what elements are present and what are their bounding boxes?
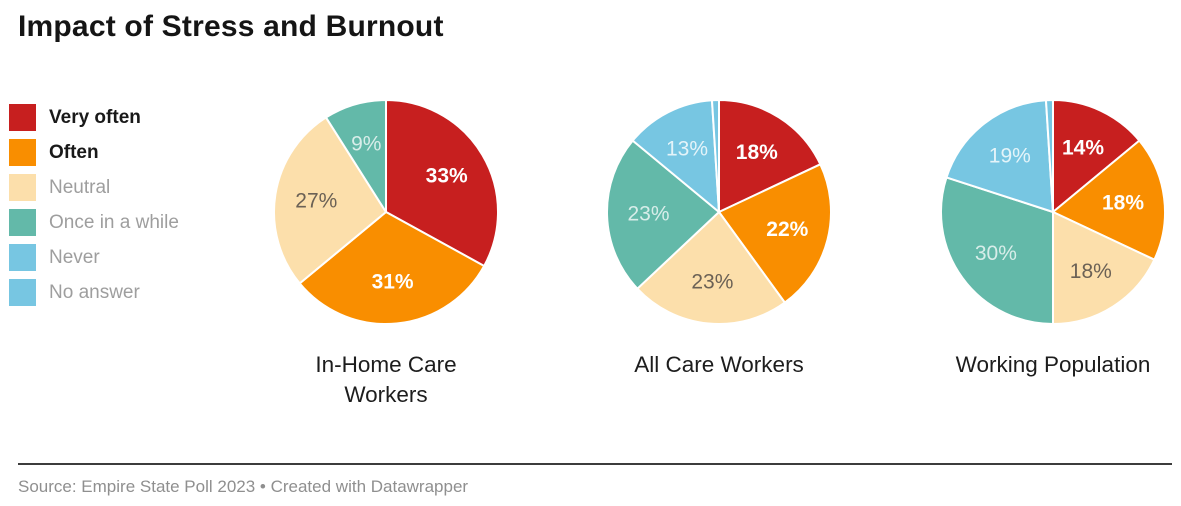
pie-value-label-neutral: 27% <box>295 190 337 213</box>
pie-slice-once-in-a-while <box>606 139 720 290</box>
pie-slice-very-often <box>385 99 499 267</box>
legend-label: Often <box>49 141 99 163</box>
pie-value-label-once-in-a-while: 9% <box>351 133 381 156</box>
legend-label: Never <box>49 246 100 268</box>
legend-item-neutral: Neutral <box>9 174 179 201</box>
legend-swatch-very-often <box>9 104 36 131</box>
pie-value-label-very-often: 33% <box>426 165 468 188</box>
pie-value-label-neutral: 23% <box>691 271 733 294</box>
pie-slice-very-often <box>1052 99 1141 213</box>
pie-value-label-often: 31% <box>372 271 414 294</box>
pie-caption-all-care-workers: All Care Workers <box>599 350 839 380</box>
legend-item-no-answer: No answer <box>9 279 179 306</box>
pie-slice-no-answer <box>1044 98 1054 213</box>
pie-caption-working-population: Working Population <box>933 350 1173 380</box>
legend-swatch-often <box>9 139 36 166</box>
pie-caption-line: All Care Workers <box>634 352 804 377</box>
pie-slice-often <box>298 211 486 325</box>
pie-value-label-once-in-a-while: 23% <box>627 203 669 226</box>
pie-chart-all-care-workers: 18% 22% 23% 23% 13% <box>606 98 832 325</box>
pie-caption-in-home-care-workers: In-Home Care Workers <box>266 350 506 410</box>
pie-caption-line: Workers <box>344 382 428 407</box>
pie-slice-once-in-a-while <box>324 99 387 213</box>
pie-slice-never <box>945 99 1054 213</box>
pie-slice-very-often <box>718 99 822 213</box>
legend-item-very-often: Very often <box>9 104 179 131</box>
pie-slice-never <box>631 99 720 213</box>
footer-divider <box>18 463 1172 465</box>
pie-figure-all-care-workers: 18% 22% 23% 23% 13% <box>603 96 835 328</box>
pie-slice-neutral <box>636 211 786 325</box>
pie-caption-line: Working Population <box>955 352 1151 377</box>
source-text: Source: Empire State Poll 2023 • Created… <box>18 477 469 496</box>
legend-item-never: Never <box>9 244 179 271</box>
legend-swatch-never <box>9 244 36 271</box>
chart-title: Impact of Stress and Burnout <box>18 10 444 43</box>
pie-chart-in-home-care-workers: 33% 31% 27% 9% <box>273 99 499 325</box>
legend-label: No answer <box>49 281 140 303</box>
legend-item-once-in-a-while: Once in a while <box>9 209 179 236</box>
pie-value-label-very-often: 18% <box>736 141 778 164</box>
pie-slice-neutral <box>273 116 387 285</box>
pie-slice-often <box>1052 139 1166 261</box>
pie-value-label-neutral: 18% <box>1070 260 1112 283</box>
pie-chart-working-population: 14% 18% 18% 30% 19% <box>939 98 1166 325</box>
pie-caption-line: In-Home Care <box>315 352 457 377</box>
pie-value-label-often: 18% <box>1102 192 1144 215</box>
legend-label: Very often <box>49 106 141 128</box>
pie-value-label-never: 19% <box>989 145 1031 168</box>
pie-value-label-never: 13% <box>666 138 708 161</box>
pie-value-label-often: 22% <box>766 218 808 241</box>
pie-figure-in-home-care-workers: 33% 31% 27% 9% <box>270 96 502 328</box>
pie-slice-often <box>718 163 832 304</box>
pie-value-label-once-in-a-while: 30% <box>975 242 1017 265</box>
legend-label: Neutral <box>49 176 111 198</box>
pie-slice-no-answer <box>710 98 720 213</box>
legend-item-often: Often <box>9 139 179 166</box>
legend-label: Once in a while <box>49 211 179 233</box>
pie-slice-once-in-a-while <box>939 176 1054 325</box>
pie-slice-neutral <box>1052 211 1156 325</box>
legend: Very often Often Neutral Once in a while… <box>9 104 179 314</box>
legend-swatch-no-answer <box>9 279 36 306</box>
legend-swatch-once-in-a-while <box>9 209 36 236</box>
pie-value-label-very-often: 14% <box>1062 137 1104 160</box>
legend-swatch-neutral <box>9 174 36 201</box>
pie-figure-working-population: 14% 18% 18% 30% 19% <box>937 96 1169 328</box>
